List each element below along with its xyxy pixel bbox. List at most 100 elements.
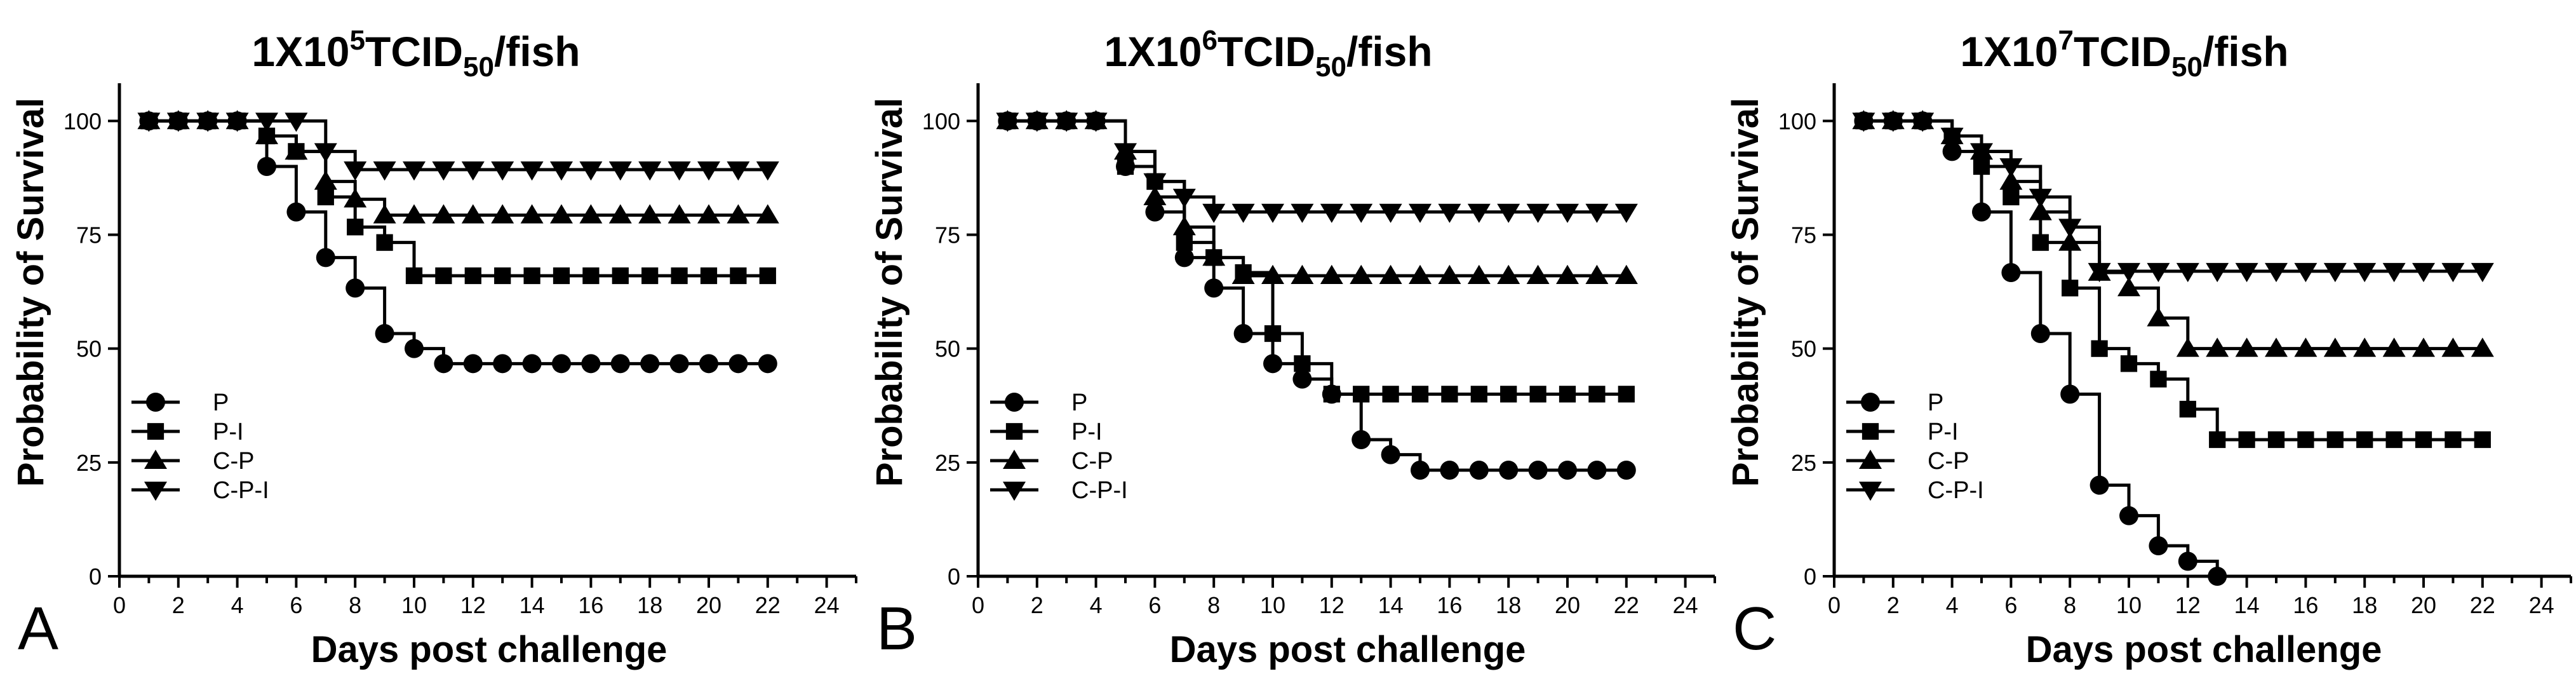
panel-b-x-tick-label: 0 [972,592,984,618]
panel-a-series-c-p-i-point [314,143,337,163]
panel-b-series-c-p-i-point [1291,203,1314,223]
panel-b-letter: B [876,595,917,663]
panel-c-legend: P P-I C-PC-P-I [1846,389,1984,504]
panel-b-x-tick-label: 16 [1437,592,1462,618]
panel-a-series-c-p-i-point [638,161,662,181]
panel-b-series-c-p-point [1350,264,1373,284]
panel-b-series-p-point [1352,430,1371,449]
panel-a-legend-p-i-label: P-I [213,419,244,445]
panel-c-series-p-i-point [2209,431,2226,449]
panel-a-series-c-p-i-point [727,161,750,181]
panel-c-series-c-p-i-point [2353,262,2377,283]
panel-b-series-c-p-i-line [1007,119,1627,214]
panel-c-series-p-point [2030,324,2050,344]
panel-c-series-c-p-i-point [2029,189,2052,208]
panel-b-y-tick-label: 0 [948,564,960,590]
panel-a-y-tick-label: 50 [76,336,102,362]
panel-c-series-p-i-point [2415,431,2432,449]
panel-a-series-p-point [405,339,424,358]
panel-a-legend-p-label: P [213,389,229,416]
panel-b-series-p-i-point [1323,386,1340,403]
panel-a-series-c-p-point [520,204,544,224]
panel-a-y-tick-label: 25 [76,450,102,476]
panel-b-series-c-p-point [1143,186,1167,205]
panel-a-series-c-p-point [373,204,396,224]
panel-a-legend: P P-I C-PC-P-I [131,389,269,504]
panel-b-series-c-p-i-point [1114,143,1137,163]
panel-c-y-tick-label: 100 [1778,108,1816,134]
panel-c-series-c-p-point [2029,201,2052,220]
panel-c-series-p-i-point [2474,431,2491,449]
panel-c-series-c-p-point [2235,337,2258,357]
panel-c-series-c-p-i-point [1881,112,1905,132]
panel-b-y-tick-label: 75 [935,222,960,248]
panel-c-x-tick-label: 24 [2529,592,2554,618]
panel-a-series-p-point [581,354,601,374]
panel-c-series-c-p-i-point [2265,262,2288,283]
panel-c-series-p-point [1942,142,1962,161]
panel-c-y-tick-label: 50 [1791,336,1816,362]
panel-b-series-c-p-point [1291,264,1314,284]
panel-a-series-p-i-point [464,267,481,285]
panel-b-series-p-point [1233,324,1253,344]
panel-b-series-c-p-point [1172,216,1196,236]
panel-b-x-tick-label: 20 [1555,592,1580,618]
panel-c-y-tick-label: 75 [1791,222,1816,248]
panel-b-series-c-p-line [1007,119,1627,278]
panel-a-series-c-p-i-point [697,161,720,181]
panel-b-legend-c-p-label: C-P [1071,448,1113,475]
panel-c-series-p-point [2119,506,2138,525]
panel-a-x-tick-label: 10 [401,592,427,618]
panel-c-series-c-p-i-point [1940,128,1964,147]
panel-a-series-p-point [699,354,718,374]
panel-a-series-c-p-point [638,204,662,224]
panel-a-series-p-i-point [759,267,776,285]
panel-a-series-c-p-point [461,204,485,224]
panel-c-x-tick-label: 20 [2411,592,2436,618]
panel-a-series-p-point [522,354,542,374]
panel-c-series-p-point [1972,202,1991,222]
panel-b-series-c-p-i-point [1261,203,1284,223]
panel-b-series-p-i-point [1176,234,1193,251]
panel-b-series-p-point [1174,248,1194,267]
panel-b-series-p-point [1558,461,1577,480]
panel-a-y-tick-label: 0 [89,564,102,590]
panel-b-series-p-line [1007,119,1627,472]
panel-c-series-c-p-i-point [2206,262,2229,283]
panel-b-series-c-p-i-point [1202,203,1226,223]
panel-c-series-c-p-i-point [2471,262,2494,283]
panel-c-series-p-point [2178,551,2197,571]
panel-a-x-tick-label: 12 [460,592,486,618]
panel-c-series-c-p-point [2265,337,2288,357]
panel-c-series-c-p-point [2294,337,2318,357]
panel-b-x-tick-label: 2 [1031,592,1043,618]
panel-b-y-axis-title: Probability of Survival [869,98,910,487]
panel-a-series-p-point [375,324,394,344]
panel-a-series-c-p-point [608,204,632,224]
panel-a-series-p-i-point [582,267,600,285]
panel-b-series-p-i-line [1007,119,1627,396]
panel-b-legend: P P-I C-PC-P-I [990,389,1128,504]
panel-b-series-c-p-i-point [1497,203,1520,223]
panel-b-x-tick-label: 14 [1378,592,1404,618]
panel-a-series-p-i-point [347,219,364,236]
panel-b-series-c-p-i-point [1556,203,1579,223]
panel-a-y-tick-label: 75 [76,222,102,248]
panel-a-series-p-point [257,157,276,176]
panel-c-x-tick-label: 2 [1887,592,1900,618]
panel-a-series-c-p-i-point [285,112,308,132]
panel-a-x-axis-title: Days post challenge [311,629,667,670]
panel-a-series-p-i-point [700,267,718,285]
panel-a-series-p-point [286,202,306,222]
panel-b-series-c-p-point [1409,264,1432,284]
panel-c-x-tick-label: 12 [2175,592,2201,618]
panel-c-series-c-p-i-point [2412,262,2435,283]
panel-a-series-c-p-i-point [550,161,573,181]
panel-c-series-c-p-i-point [2147,262,2170,283]
panel-a-legend-p-i-marker [147,423,164,440]
panel-c-legend-c-p-i-marker [1859,482,1882,501]
panel-c-series-c-p-i-point [2176,262,2199,283]
panel-a-series-p-i-point [317,188,334,206]
panel-b-legend-c-p-marker [1003,449,1026,469]
panel-c-series-c-p-point [2058,231,2082,251]
